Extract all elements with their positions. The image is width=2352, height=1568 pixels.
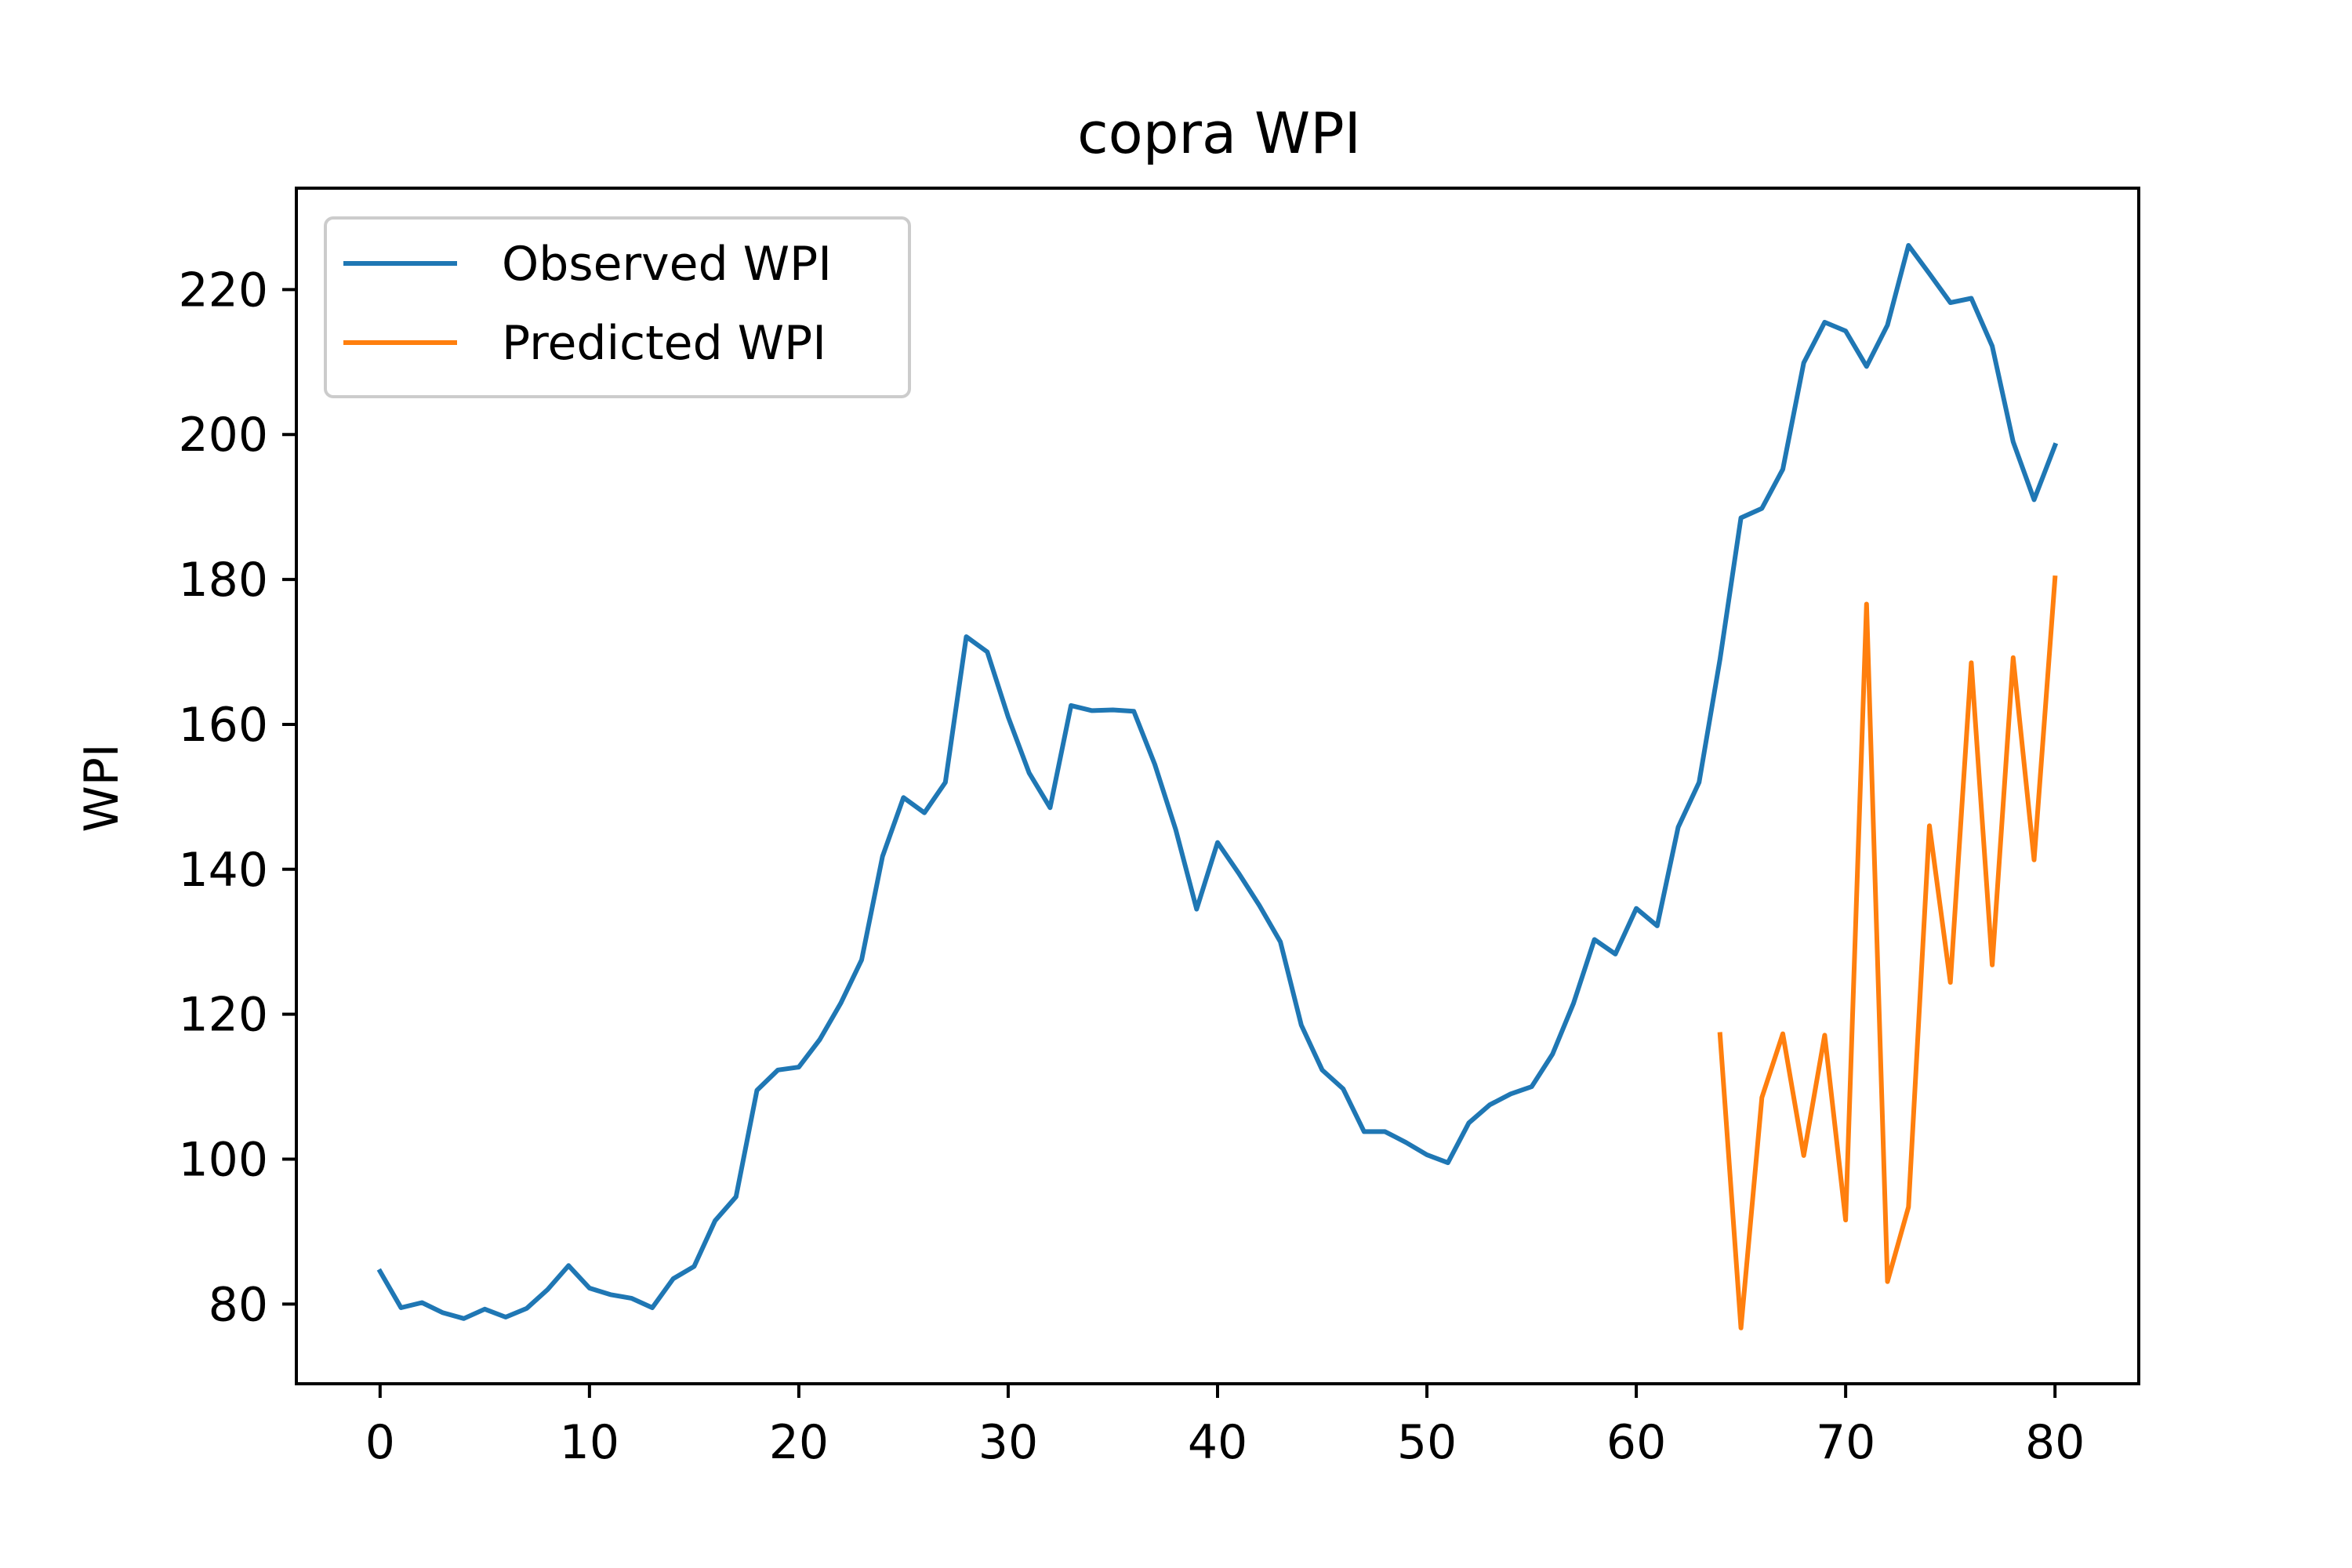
y-tick-label: 140 (178, 843, 268, 898)
x-tick-label: 30 (978, 1415, 1038, 1470)
series-line-predicted-wpi (1717, 575, 2058, 1330)
x-tick-label: 50 (1397, 1415, 1457, 1470)
y-tick-label: 220 (178, 263, 268, 318)
y-tick-label: 80 (209, 1277, 268, 1332)
series-line-observed-wpi (376, 243, 2059, 1321)
y-tick-label: 200 (178, 408, 268, 463)
legend-label-observed: Observed WPI (502, 237, 832, 292)
x-tick-label: 20 (769, 1415, 829, 1470)
legend: Observed WPI Predicted WPI (324, 216, 911, 398)
chart-title: copra WPI (1077, 100, 1361, 166)
legend-label-predicted: Predicted WPI (502, 316, 826, 371)
y-axis-label: WPI (74, 743, 129, 832)
x-tick-label: 10 (560, 1415, 619, 1470)
x-axis: 0 10 20 30 40 50 60 70 80 (365, 1384, 2085, 1470)
x-tick-label: 0 (365, 1415, 395, 1470)
legend-box (324, 216, 911, 398)
y-axis: 80 100 120 140 160 180 200 220 (178, 263, 296, 1332)
y-tick-label: 120 (178, 988, 268, 1043)
x-tick-label: 40 (1188, 1415, 1247, 1470)
y-tick-label: 180 (178, 553, 268, 608)
x-tick-label: 60 (1606, 1415, 1666, 1470)
x-tick-label: 70 (1816, 1415, 1875, 1470)
y-tick-label: 160 (178, 698, 268, 753)
x-tick-label: 80 (2025, 1415, 2085, 1470)
y-tick-label: 100 (178, 1132, 268, 1187)
series-layer (376, 243, 2059, 1330)
